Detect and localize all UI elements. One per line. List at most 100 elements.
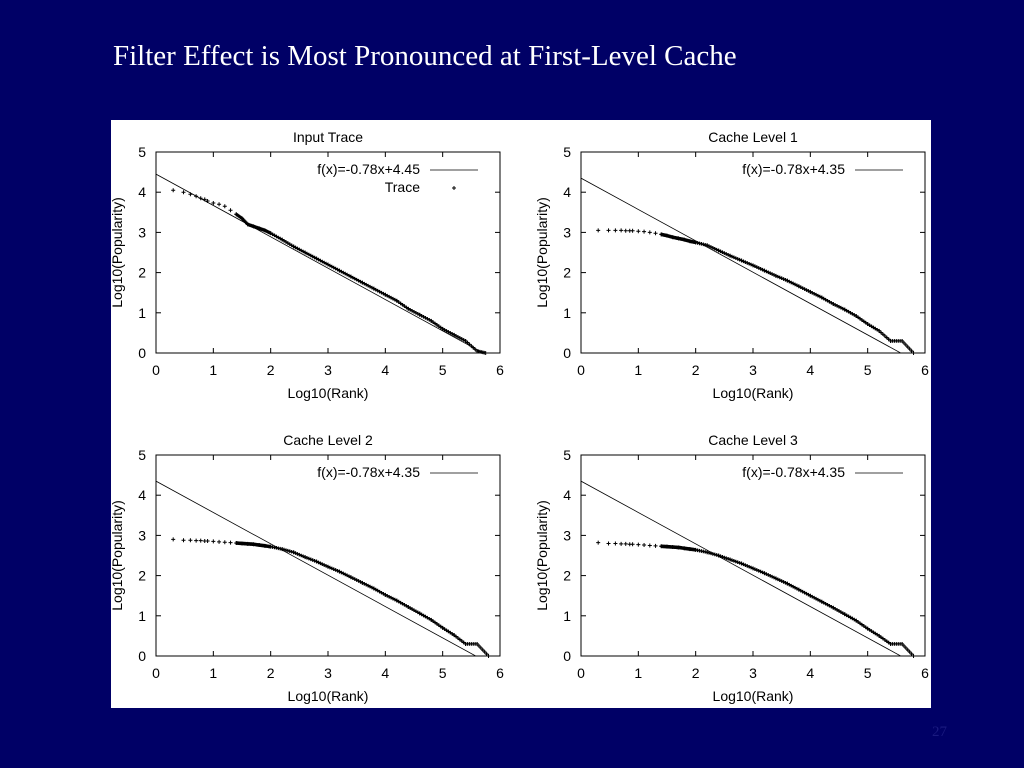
data-point — [416, 610, 420, 615]
data-point — [383, 593, 388, 597]
data-point — [412, 309, 416, 314]
data-point — [370, 585, 374, 590]
data-point — [293, 551, 298, 555]
data-point — [741, 562, 746, 567]
data-point — [613, 228, 618, 233]
data-point — [442, 627, 447, 631]
data-point — [791, 281, 795, 286]
data-point — [358, 580, 363, 584]
data-point — [410, 308, 414, 313]
data-point — [351, 576, 355, 580]
data-point — [318, 258, 323, 263]
x-tick-label: 4 — [806, 665, 814, 681]
data-point — [879, 330, 883, 335]
data-point — [779, 276, 784, 281]
data-point — [385, 594, 390, 598]
data-point — [423, 316, 428, 320]
data-point — [295, 552, 300, 556]
data-point — [906, 648, 910, 652]
data-point — [825, 298, 830, 303]
x-tick-label: 6 — [496, 362, 504, 378]
data-point — [440, 327, 445, 331]
data-point — [345, 573, 349, 578]
data-point — [909, 349, 914, 353]
chart-panel: Input Trace 0 1 2 3 4 5 6 0 1 2 3 4 5 Log10(Rank) Log10… — [111, 120, 931, 708]
data-point — [331, 567, 336, 571]
data-point — [475, 642, 479, 646]
data-point — [433, 321, 437, 326]
data-point — [437, 623, 441, 627]
data-point — [630, 228, 635, 233]
data-point — [414, 609, 418, 614]
series-points — [171, 537, 491, 658]
data-point — [448, 331, 453, 335]
x-tick-label: 3 — [749, 665, 757, 681]
data-point — [839, 305, 843, 310]
data-point — [756, 266, 761, 270]
data-point — [831, 302, 836, 306]
data-point — [228, 540, 233, 545]
data-point — [341, 571, 346, 576]
y-tick-label: 0 — [563, 648, 571, 664]
data-point — [911, 654, 916, 658]
data-point — [907, 347, 912, 351]
data-point — [720, 250, 725, 255]
data-point — [433, 620, 437, 625]
data-point — [444, 628, 449, 633]
data-point — [395, 598, 399, 603]
data-point — [458, 336, 462, 340]
legend: f(x)=-0.78x+4.35 — [317, 464, 478, 480]
data-point — [389, 295, 393, 300]
x-axis-label: Log10(Rank) — [288, 385, 369, 401]
data-point — [287, 242, 292, 246]
data-point — [276, 235, 281, 240]
data-point — [774, 576, 778, 581]
data-point — [798, 588, 803, 593]
data-point — [867, 628, 872, 632]
x-tick-label: 5 — [864, 665, 872, 681]
data-point — [391, 296, 395, 301]
data-point — [364, 282, 369, 287]
data-point — [743, 260, 748, 264]
data-point — [751, 566, 755, 571]
plot-frame — [580, 454, 926, 657]
x-tick-label: 5 — [439, 665, 447, 681]
data-point — [421, 315, 426, 319]
data-point — [642, 229, 647, 234]
data-point — [779, 579, 784, 583]
data-point — [181, 190, 186, 195]
data-point — [722, 251, 727, 255]
data-point — [396, 300, 401, 304]
data-point — [804, 288, 809, 292]
data-point — [450, 632, 455, 636]
data-point — [404, 305, 409, 310]
data-point — [858, 316, 862, 321]
data-point — [444, 329, 449, 333]
data-point — [747, 564, 751, 569]
data-point — [437, 324, 441, 328]
data-point — [469, 344, 474, 348]
x-tick-label: 6 — [921, 362, 929, 378]
data-point — [852, 617, 857, 622]
data-point — [274, 234, 279, 239]
data-point — [711, 246, 715, 250]
data-point — [865, 322, 870, 326]
data-point — [730, 254, 734, 259]
data-point — [345, 272, 349, 277]
data-point — [707, 244, 711, 248]
data-point — [873, 631, 878, 636]
x-axis-label: Log10(Rank) — [713, 385, 794, 401]
data-point — [318, 561, 323, 566]
data-point — [385, 293, 390, 298]
fit-line — [581, 480, 902, 656]
data-point — [379, 290, 384, 295]
data-point — [705, 243, 709, 248]
data-point — [806, 592, 811, 597]
data-point — [747, 261, 751, 266]
data-point — [305, 251, 309, 256]
data-point — [320, 562, 325, 566]
data-point — [425, 317, 430, 321]
data-point — [714, 247, 719, 252]
data-point — [831, 605, 836, 610]
data-point — [372, 286, 376, 291]
